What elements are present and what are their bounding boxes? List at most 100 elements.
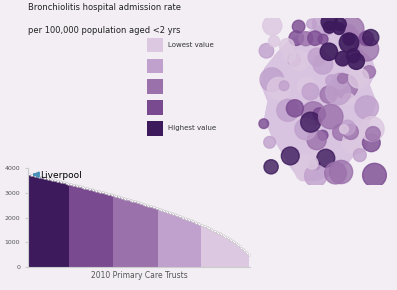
Circle shape [353, 149, 366, 162]
Bar [198, 224, 200, 267]
Bar [148, 206, 149, 267]
Bar [79, 186, 81, 267]
Circle shape [281, 147, 299, 165]
Circle shape [337, 73, 347, 84]
Circle shape [287, 53, 301, 66]
Bar [85, 188, 87, 267]
Bar [159, 209, 161, 267]
Circle shape [330, 160, 353, 184]
Circle shape [314, 145, 327, 158]
Bar [201, 225, 203, 267]
Bar [229, 239, 231, 267]
X-axis label: 2010 Primary Care Trusts: 2010 Primary Care Trusts [91, 271, 187, 280]
Bar [193, 222, 194, 267]
Circle shape [313, 108, 326, 120]
Bar [223, 236, 225, 267]
Polygon shape [260, 21, 377, 182]
Circle shape [355, 37, 379, 61]
Circle shape [302, 83, 319, 100]
Bar [248, 255, 249, 267]
Text: per 100,000 population aged <2 yrs: per 100,000 population aged <2 yrs [28, 26, 180, 35]
Bar [97, 191, 98, 267]
Circle shape [349, 68, 368, 88]
Circle shape [279, 81, 289, 91]
Bar [113, 195, 114, 267]
Bar [179, 216, 181, 267]
Bar [31, 175, 33, 267]
Bar [156, 208, 158, 267]
Circle shape [359, 31, 374, 46]
Text: Highest value: Highest value [168, 126, 216, 131]
Bar [98, 191, 100, 267]
Circle shape [310, 160, 320, 170]
Circle shape [299, 32, 313, 46]
Bar [91, 189, 93, 267]
Bar [62, 182, 64, 267]
Circle shape [366, 127, 380, 141]
Bar [84, 188, 85, 267]
Circle shape [318, 34, 328, 44]
Bar [58, 181, 59, 267]
Circle shape [259, 119, 269, 128]
Circle shape [355, 96, 378, 119]
Bar [126, 199, 127, 267]
Bar [154, 207, 155, 267]
Bar [94, 190, 95, 267]
Bar [190, 220, 191, 267]
Bar [132, 201, 133, 267]
Bar [101, 192, 102, 267]
Bar [90, 189, 91, 267]
Bar [167, 212, 168, 267]
Bar [146, 205, 148, 267]
Circle shape [343, 33, 355, 45]
Bar [232, 241, 233, 267]
Bar [111, 195, 113, 267]
Bar [203, 226, 204, 267]
Circle shape [295, 164, 312, 181]
Bar [206, 227, 207, 267]
Bar [119, 197, 120, 267]
Bar [114, 196, 116, 267]
Bar [75, 185, 77, 267]
Circle shape [284, 50, 296, 62]
Circle shape [324, 21, 335, 33]
Bar [66, 183, 68, 267]
Circle shape [340, 125, 349, 133]
Bar [247, 253, 248, 267]
Circle shape [277, 99, 299, 121]
Bar [77, 186, 78, 267]
Circle shape [320, 43, 337, 60]
Circle shape [318, 130, 328, 140]
Bar [124, 199, 126, 267]
Bar [172, 214, 174, 267]
Circle shape [306, 157, 318, 169]
Bar [200, 224, 201, 267]
Circle shape [360, 117, 384, 141]
Circle shape [307, 130, 326, 150]
Bar [231, 240, 232, 267]
Bar [60, 182, 62, 267]
Text: Bronchiolitis hospital admission rate: Bronchiolitis hospital admission rate [28, 3, 181, 12]
Circle shape [343, 93, 355, 105]
Bar [37, 176, 39, 267]
Circle shape [268, 77, 290, 100]
Bar [43, 178, 44, 267]
Bar [29, 174, 30, 267]
Bar [239, 246, 241, 267]
Circle shape [320, 86, 337, 103]
Bar [204, 226, 206, 267]
Circle shape [313, 54, 333, 74]
Bar [136, 202, 137, 267]
Circle shape [333, 23, 345, 35]
Bar [137, 202, 139, 267]
Circle shape [260, 68, 283, 91]
Circle shape [333, 18, 346, 30]
Bar [194, 222, 196, 267]
Circle shape [268, 36, 279, 47]
Text: Liverpool: Liverpool [34, 171, 82, 180]
Bar [233, 242, 235, 267]
Bar [170, 213, 171, 267]
Bar [64, 182, 65, 267]
Circle shape [335, 51, 350, 66]
Bar [222, 235, 223, 267]
